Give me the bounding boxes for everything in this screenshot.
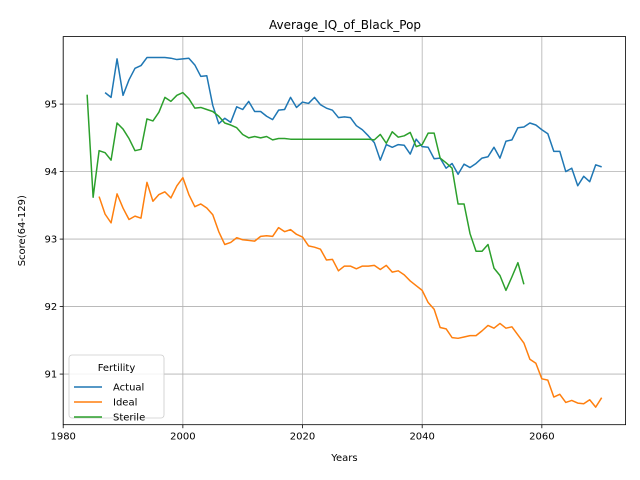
legend-label-actual: Actual <box>113 383 144 394</box>
series-line-actual <box>104 56 602 187</box>
legend-label-ideal: Ideal <box>113 398 137 409</box>
series-line-sterile <box>86 91 525 292</box>
y-tick-label: 94 <box>44 167 57 178</box>
x-tick-label: 1980 <box>50 432 75 443</box>
y-tick-label: 95 <box>44 100 57 111</box>
ticks: 1980 2000 2020 2040 2060 91 92 93 94 95 <box>44 100 554 443</box>
x-tick-label: 2040 <box>409 432 434 443</box>
x-tick-label: 2000 <box>170 432 195 443</box>
y-tick-label: 91 <box>44 370 57 381</box>
series-layer <box>86 56 603 408</box>
y-axis-title: Score(64-129) <box>17 195 28 266</box>
legend-items: Actual Ideal Sterile <box>74 383 145 424</box>
series-line-ideal <box>98 176 603 408</box>
y-tick-label: 92 <box>44 302 57 313</box>
legend-title: Fertility <box>98 363 136 374</box>
legend-label-sterile: Sterile <box>113 413 145 424</box>
legend: Fertility Actual Ideal Sterile <box>68 354 165 424</box>
x-tick-label: 2060 <box>529 432 554 443</box>
x-axis-title: Years <box>330 453 357 464</box>
y-tick-label: 93 <box>44 235 57 246</box>
x-tick-label: 2020 <box>290 432 315 443</box>
plot-frame <box>62 36 627 426</box>
chart-title: Average_IQ_of_Black_Pop <box>269 18 421 32</box>
